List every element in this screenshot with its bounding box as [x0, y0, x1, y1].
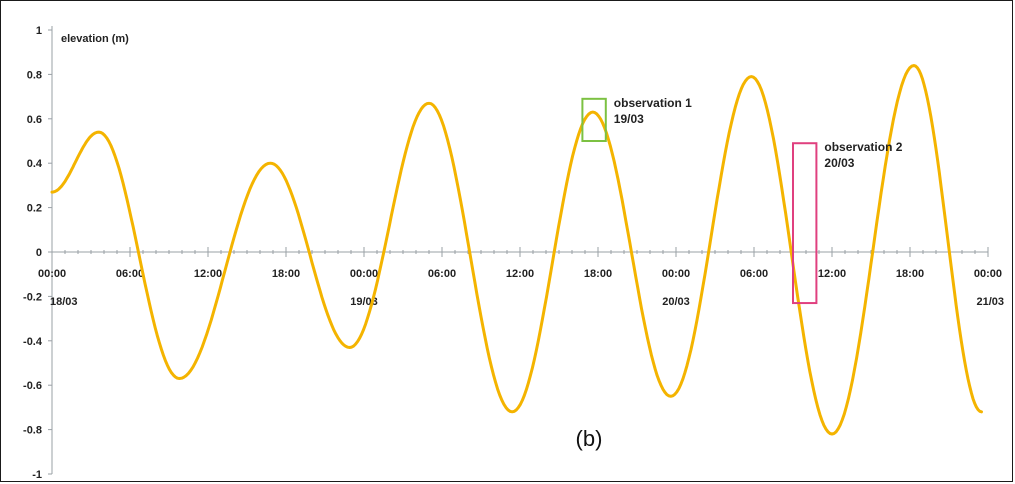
y-tick-label: -0.8: [23, 425, 42, 437]
x-axis: 00:00 06:00 12:00 18:00 00:00 06:00 12:00 18:00…: [38, 247, 1004, 308]
y-tick-label: -1: [32, 469, 42, 481]
observation-2-label: observation 2: [824, 140, 902, 154]
observation-1-date: 19/03: [614, 112, 644, 126]
x-tick-label: 06:00: [428, 268, 456, 280]
panel-label: (b): [576, 426, 603, 451]
y-tick-label: -0.4: [23, 336, 43, 348]
y-tick-label: 0.8: [27, 69, 42, 81]
y-axis-title: elevation (m): [61, 33, 129, 45]
observation-1-label: observation 1: [614, 96, 692, 110]
x-date-label: 21/03: [976, 296, 1004, 308]
y-tick-label: 0: [36, 247, 42, 259]
observation-2-box: [792, 142, 818, 305]
observation-2-date: 20/03: [824, 156, 854, 170]
x-tick-label: 06:00: [116, 268, 144, 280]
x-tick-label: 00:00: [974, 268, 1002, 280]
y-tick-label: 0.6: [27, 114, 42, 126]
y-tick-label: -0.2: [23, 291, 42, 303]
annotation-layer: observation 1 19/03 observation 2 20/03: [581, 96, 903, 305]
x-tick-label: 12:00: [194, 268, 222, 280]
y-tick-label: 0.2: [27, 203, 42, 215]
x-tick-label: 00:00: [350, 268, 378, 280]
x-tick-label: 18:00: [896, 268, 924, 280]
x-tick-label: 18:00: [584, 268, 612, 280]
elevation-series-line: [50, 64, 983, 436]
y-tick-label: -0.6: [23, 380, 42, 392]
x-tick-label: 00:00: [38, 268, 66, 280]
y-axis: 1 0.8 0.6 0.4 0.2 0 -0.2 -0.4 -0.6 -0.8 -1: [23, 25, 53, 481]
series-layer: [50, 64, 983, 436]
observation-1-box: [581, 97, 607, 142]
x-tick-label: 18:00: [272, 268, 300, 280]
x-tick-label: 12:00: [506, 268, 534, 280]
x-tick-label: 06:00: [740, 268, 768, 280]
x-tick-label: 00:00: [662, 268, 690, 280]
x-date-label: 18/03: [50, 296, 78, 308]
y-tick-label: 0.4: [27, 158, 43, 170]
x-date-label: 20/03: [662, 296, 690, 308]
y-tick-label: 1: [36, 25, 42, 37]
x-tick-label: 12:00: [818, 268, 846, 280]
